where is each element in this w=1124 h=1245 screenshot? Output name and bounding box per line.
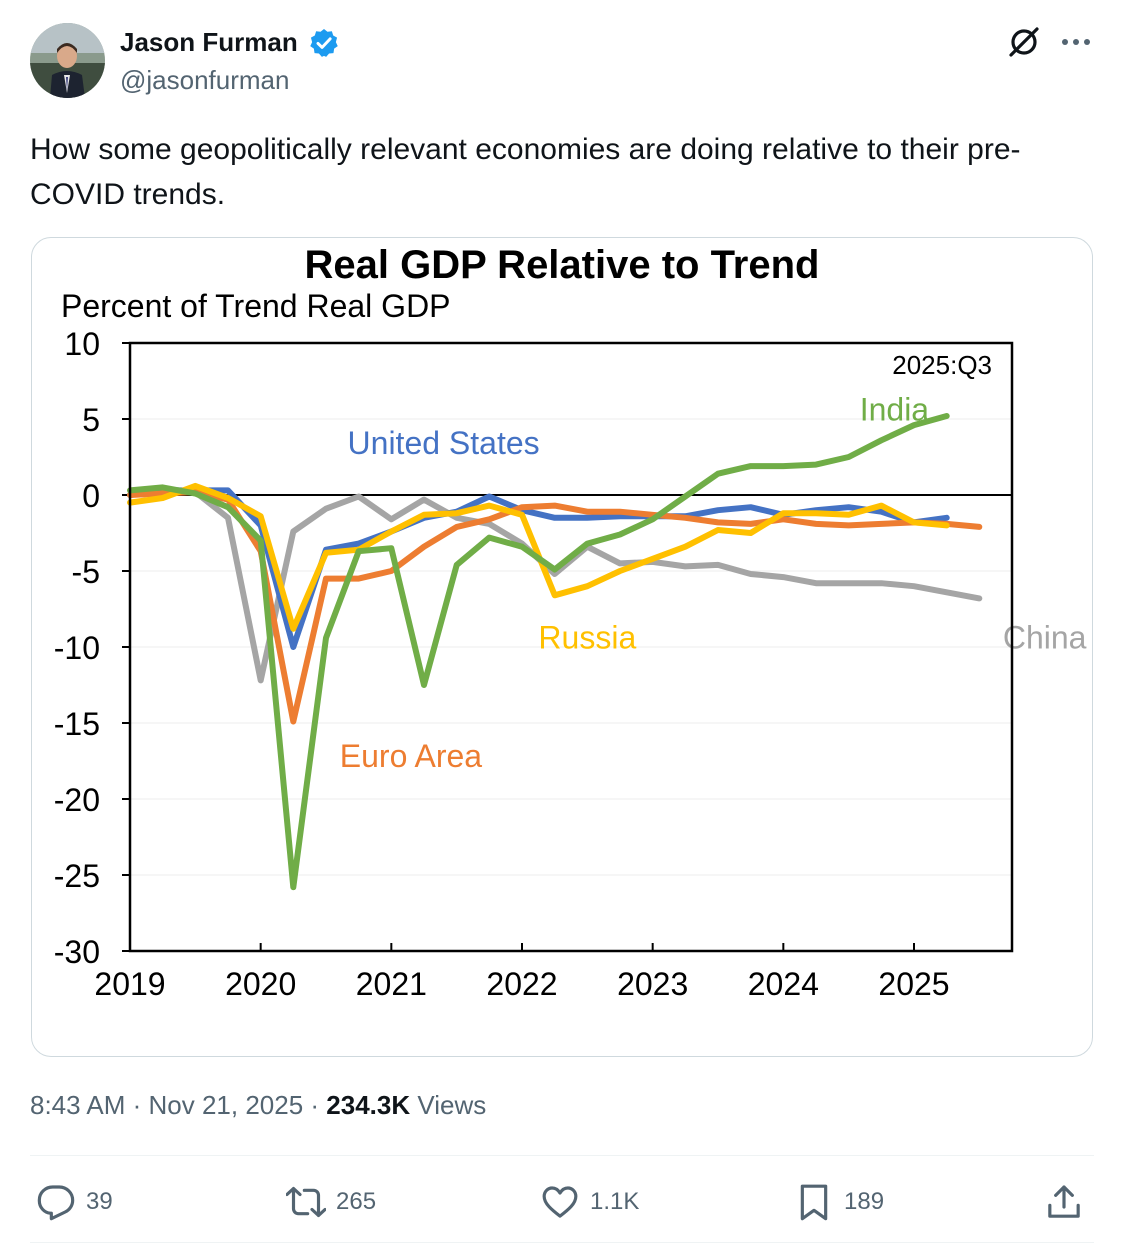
divider [30, 1242, 1094, 1243]
repost-button[interactable]: 265 [286, 1170, 376, 1234]
gdp-chart: Real GDP Relative to Trend Percent of Tr… [54, 243, 1087, 1002]
author-name[interactable]: Jason Furman [120, 27, 298, 57]
x-tick-label: 2025 [878, 966, 949, 1002]
share-button[interactable] [1044, 1170, 1084, 1234]
tweet-date[interactable]: Nov 21, 2025 [148, 1090, 304, 1120]
x-tick-label: 2022 [486, 966, 557, 1002]
reply-icon [37, 1185, 75, 1221]
x-tick-label: 2020 [225, 966, 296, 1002]
series-label-united-states: United States [348, 425, 540, 461]
series-label-russia: Russia [538, 620, 636, 656]
tweet-meta: 8:43 AM · Nov 21, 2025 · 234.3K Views [30, 1090, 486, 1121]
like-button[interactable]: 1.1K [540, 1170, 639, 1234]
y-tick-label: -25 [54, 858, 100, 894]
reply-button[interactable]: 39 [36, 1170, 113, 1234]
y-tick-label: -5 [72, 554, 100, 590]
like-count: 1.1K [590, 1188, 640, 1215]
reply-count: 39 [86, 1188, 113, 1215]
plot-frame [128, 341, 1014, 953]
repost-icon [286, 1186, 326, 1218]
y-tick-label: -10 [54, 630, 100, 666]
x-tick-label: 2019 [94, 966, 165, 1002]
verified-badge-icon [308, 27, 340, 59]
y-tick-label: -15 [54, 706, 100, 742]
x-tick-label: 2024 [748, 966, 819, 1002]
y-tick-label: -30 [54, 934, 100, 970]
tweet-media-chart[interactable]: Real GDP Relative to Trend Percent of Tr… [31, 237, 1093, 1057]
y-tick-label: -20 [54, 782, 100, 818]
series-line-euro-area [127, 489, 983, 725]
heart-icon [542, 1186, 578, 1218]
y-tick-label: 5 [82, 402, 100, 438]
author-handle[interactable]: @jasonfurman [120, 65, 290, 95]
tweet-time[interactable]: 8:43 AM [30, 1090, 126, 1120]
series-label-india: India [860, 392, 930, 428]
y-tick-label: 0 [82, 478, 100, 514]
x-tick-label: 2021 [356, 966, 427, 1002]
tweet-text: How some geopolitically relevant economi… [30, 133, 1021, 211]
bookmark-button[interactable]: 189 [794, 1170, 884, 1234]
views-label: Views [410, 1090, 487, 1120]
x-tick-label: 2023 [617, 966, 688, 1002]
chart-title: Real GDP Relative to Trend [305, 243, 820, 287]
action-bar: 39 265 1.1K 189 [30, 1170, 1094, 1234]
chart-ylabel: Percent of Trend Real GDP [61, 288, 451, 324]
y-tick-label: 10 [64, 326, 100, 362]
meta-separator: · [303, 1090, 327, 1120]
views-count: 234.3K [326, 1090, 411, 1120]
chart-corner-label: 2025:Q3 [892, 350, 992, 380]
meta-separator: · [125, 1090, 149, 1120]
more-icon[interactable] [1058, 22, 1094, 62]
series-label-euro-area: Euro Area [340, 738, 483, 774]
bookmark-icon [800, 1184, 828, 1221]
series-line-india [127, 413, 950, 891]
series-label-china: China [1003, 620, 1087, 656]
avatar-photo [30, 23, 105, 98]
avatar[interactable] [30, 23, 105, 98]
bookmark-count: 189 [844, 1188, 885, 1215]
repost-count: 265 [336, 1188, 377, 1215]
grok-icon[interactable] [1004, 22, 1044, 62]
divider [30, 1155, 1094, 1156]
share-icon [1048, 1185, 1080, 1218]
